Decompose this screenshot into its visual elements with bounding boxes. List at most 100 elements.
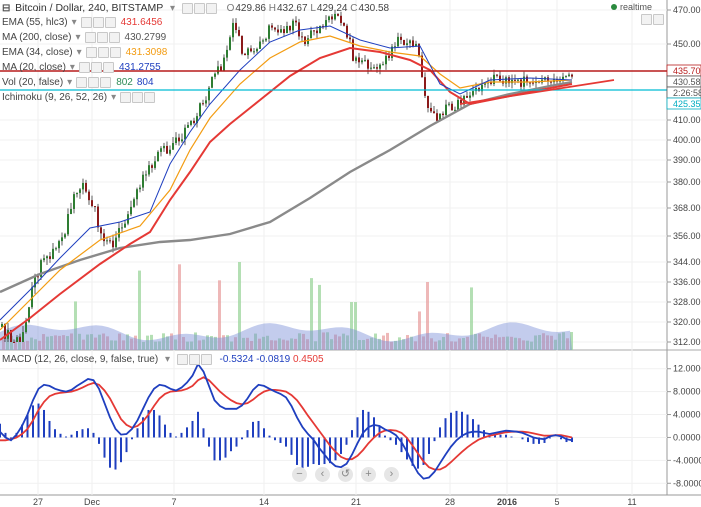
volume-bar [38, 340, 41, 350]
price-tick-label: 450.00 [673, 39, 701, 49]
close-icon[interactable] [144, 91, 156, 103]
volume-bar [194, 332, 197, 350]
close-icon[interactable] [108, 31, 120, 43]
volume-bar [306, 339, 309, 350]
eye-icon[interactable] [181, 2, 193, 14]
eye-icon[interactable] [176, 354, 188, 365]
volume-bar [478, 333, 481, 350]
candle-body [289, 25, 291, 31]
scroll-left-button[interactable]: ‹ [315, 467, 330, 482]
close-icon[interactable] [205, 2, 217, 14]
macd-legend: MACD (12, 26, close, 9, false, true) ▾ -… [2, 354, 324, 365]
macd-histogram-bar [109, 437, 111, 468]
eye-icon[interactable] [78, 61, 90, 73]
candle-body [28, 307, 30, 322]
close-icon[interactable] [109, 46, 121, 58]
volume-bar [438, 340, 441, 350]
volume-bar [78, 333, 81, 350]
volume-bar [166, 336, 169, 350]
gear-icon[interactable] [88, 76, 100, 88]
macd-histogram-bar [362, 409, 364, 438]
eye-icon[interactable] [80, 16, 92, 28]
candle-body [571, 74, 573, 77]
time-tick-label: 11 [627, 497, 636, 507]
candle-body [442, 113, 444, 116]
time-tick-label: 2016 [497, 497, 517, 507]
close-icon[interactable] [102, 61, 114, 73]
volume-bar [82, 339, 85, 350]
eye-icon[interactable] [84, 31, 96, 43]
macd-histogram-bar [367, 411, 370, 438]
maximize-pane-icon[interactable] [641, 14, 652, 25]
macd-histogram-bar [48, 420, 51, 438]
close-icon[interactable] [100, 76, 112, 88]
macd-histogram-bar [422, 437, 425, 465]
candle-body [550, 81, 552, 83]
macd-histogram-bar [395, 437, 397, 445]
price-tick-label: 320.00 [673, 317, 701, 327]
reset-button[interactable]: ↺ [338, 467, 353, 482]
volume-bar [110, 340, 113, 350]
volume-bar [170, 333, 173, 350]
gear-icon[interactable] [92, 16, 104, 28]
eye-icon[interactable] [85, 46, 97, 58]
candle-body [286, 25, 288, 34]
macd-line [0, 362, 573, 480]
volume-bar [206, 335, 209, 350]
volume-bar [294, 338, 297, 350]
gear-icon[interactable] [96, 31, 108, 43]
macd-histogram-bar [345, 437, 348, 445]
price-tag-label: 2:26:58 [673, 88, 701, 98]
volume-bar [318, 284, 321, 350]
gear-icon[interactable] [188, 354, 200, 365]
eye-icon[interactable] [120, 91, 132, 103]
macd-histogram-bar [120, 437, 122, 463]
volume-bar [382, 335, 385, 350]
macd-histogram-bar [411, 437, 414, 466]
gear-icon[interactable] [193, 2, 205, 14]
volume-bar [366, 338, 369, 350]
macd-histogram-bar [279, 437, 282, 443]
gear-icon[interactable] [132, 91, 144, 103]
gear-icon[interactable] [97, 46, 109, 58]
candle-body [229, 37, 231, 50]
volume-bar [74, 301, 77, 350]
candle-body [124, 223, 126, 228]
candle-body [133, 199, 135, 207]
macd-histogram-bar [400, 437, 403, 453]
macd-histogram-bar [323, 437, 326, 465]
macd-histogram-bar [406, 437, 408, 460]
pane-controls [641, 14, 665, 25]
eye-icon[interactable] [76, 76, 88, 88]
volume-bar [210, 336, 213, 350]
candle-body [457, 99, 459, 110]
candle-body [151, 165, 153, 168]
zoom-in-button[interactable]: + [361, 467, 376, 482]
chevron-down-icon[interactable]: ▾ [164, 354, 170, 366]
volume-bar [134, 335, 137, 350]
macd-histogram-bar [433, 437, 436, 442]
candle-body [22, 332, 24, 342]
macd-histogram-bar [472, 419, 474, 438]
volume-bar [422, 336, 425, 350]
macd-histogram-bar [560, 437, 562, 440]
zoom-out-button[interactable]: − [292, 467, 307, 482]
gear-icon[interactable] [90, 61, 102, 73]
volume-bar [490, 338, 493, 350]
close-icon[interactable] [104, 16, 116, 28]
candle-body [565, 75, 567, 77]
macd-histogram-bar [208, 437, 210, 447]
macd-histogram-bar [499, 434, 502, 438]
close-icon[interactable] [200, 354, 212, 365]
macd-histogram-bar [54, 429, 56, 438]
candle-body [199, 103, 201, 117]
scroll-right-button[interactable]: › [384, 467, 399, 482]
candle-body [454, 109, 456, 111]
macd-histogram-bar [142, 417, 144, 438]
close-pane-icon[interactable] [653, 14, 664, 25]
candle-body [514, 79, 516, 81]
macd-hist-value: 0.4505 [292, 354, 324, 366]
macd-histogram-bar [0, 423, 1, 438]
volume-bar [230, 341, 233, 350]
